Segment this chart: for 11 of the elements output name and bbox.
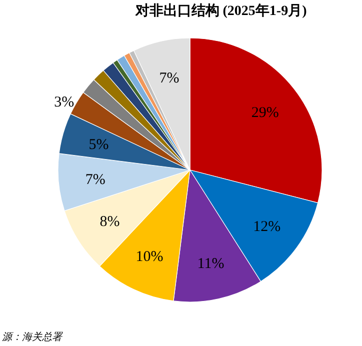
data-label: 12% [253,219,281,236]
text: 源：海关总署 [2,331,63,343]
data-label: 29% [251,105,279,121]
data-label: 10% [136,249,164,266]
data-label: 5% [88,136,109,153]
data-label: 7% [85,172,106,188]
data-label: 11% [197,256,224,272]
data-label: 7% [159,70,180,86]
data-label: 3% [54,94,74,111]
chart-title: 对非出口结构 (2025年1-9月) [134,3,308,19]
data-label: 8% [100,214,120,230]
